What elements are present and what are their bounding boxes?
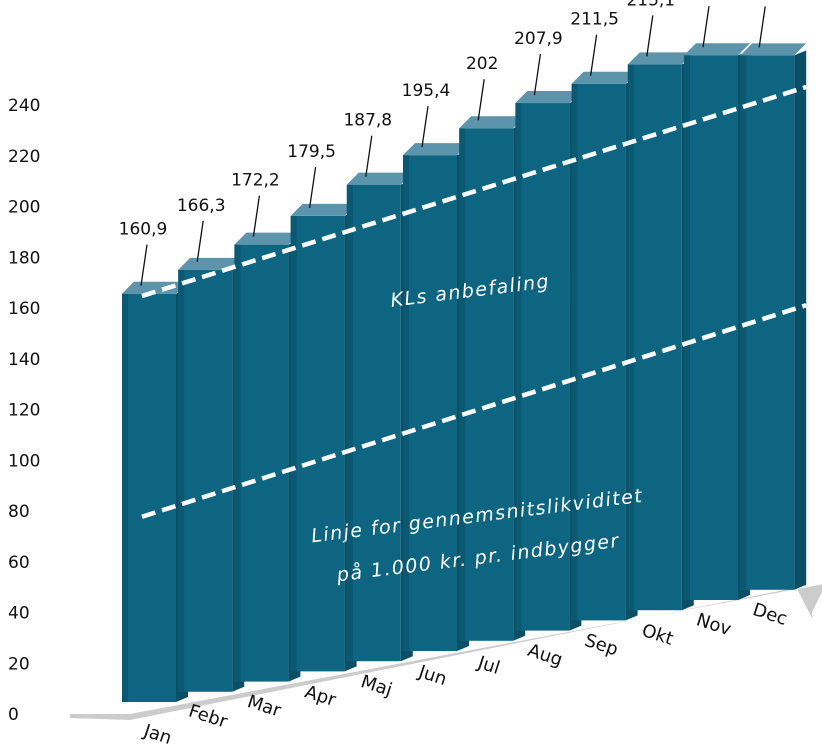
bar-okt — [628, 52, 694, 610]
bar-top-face — [234, 233, 300, 245]
bar-top-face — [684, 43, 750, 55]
bar-edge-shade — [178, 270, 184, 692]
value-label: 211,5 — [570, 10, 619, 30]
y-tick-label: 140 — [8, 350, 40, 370]
value-label: 195,4 — [402, 81, 451, 101]
value-label: 210,6 — [745, 0, 794, 1]
y-tick-label: 200 — [8, 198, 40, 218]
bar-apr — [291, 204, 357, 671]
bar-edge-shade — [684, 55, 690, 600]
bar-top-face — [572, 72, 638, 84]
y-axis: 0 20 40 60 80 100 120 140 160 180 200 220 240 — [8, 96, 40, 725]
value-leader-line — [253, 196, 259, 237]
bar-febr — [178, 258, 244, 692]
value-leader-line — [141, 245, 147, 286]
x-tick-label: Mar — [245, 691, 284, 722]
value-label: 202 — [466, 54, 498, 74]
x-tick-label: Aug — [525, 640, 565, 671]
bar-top-face — [347, 173, 413, 185]
value-leader-line — [647, 15, 653, 56]
value-label: 215,1 — [626, 0, 675, 10]
value-leader-line — [534, 54, 540, 95]
y-tick-label: 100 — [8, 451, 40, 471]
bar-top-face — [628, 52, 694, 64]
value-leader-line — [310, 167, 316, 208]
value-label: 160,9 — [119, 220, 168, 240]
value-label: 207,9 — [514, 29, 563, 49]
value-label: 187,8 — [343, 111, 392, 131]
y-tick-label: 160 — [8, 299, 40, 319]
bar-top-face — [740, 43, 806, 55]
value-leader-line — [197, 221, 203, 262]
y-tick-label: 180 — [8, 248, 40, 268]
y-tick-label: 240 — [8, 96, 40, 116]
value-leader-line — [591, 35, 597, 76]
bar-top-face — [291, 204, 357, 216]
value-leader-line — [759, 6, 765, 47]
bar-maj — [347, 173, 413, 662]
x-tick-label: Maj — [358, 671, 395, 701]
value-label: 166,3 — [177, 196, 226, 216]
bar-mar — [234, 233, 300, 682]
bar-front-face — [234, 245, 288, 682]
value-label: 179,5 — [287, 142, 336, 162]
x-tick-label: Febr — [186, 701, 230, 733]
bar-edge-shade — [234, 245, 240, 682]
x-tick-label: Sep — [582, 630, 621, 660]
value-leader-line — [478, 79, 484, 120]
bar-top-face — [403, 143, 469, 155]
y-tick-label: 220 — [8, 147, 40, 167]
bar-top-face — [515, 91, 581, 103]
y-tick-label: 40 — [8, 604, 30, 624]
bar-front-face — [122, 294, 176, 702]
bar-edge-shade — [347, 185, 353, 662]
value-leader-line — [703, 6, 709, 47]
bars — [122, 43, 806, 702]
y-tick-label: 80 — [8, 502, 30, 522]
bar-jan — [122, 282, 188, 702]
bar-top-face — [459, 116, 525, 128]
value-label: 172,2 — [231, 171, 280, 191]
x-tick-label: Okt — [639, 620, 676, 650]
x-tick-label: Jul — [474, 652, 502, 679]
x-tick-label: Apr — [302, 681, 339, 711]
x-tick-label: Jan — [140, 720, 174, 749]
bar-side-face — [794, 50, 806, 589]
y-tick-label: 120 — [8, 401, 40, 421]
value-leader-line — [366, 136, 372, 177]
bar-edge-shade — [291, 216, 297, 671]
x-tick-label: Jun — [415, 661, 449, 690]
bar-front-face — [628, 64, 682, 610]
value-label: 214,7 — [683, 0, 732, 1]
bar-front-face — [178, 270, 232, 692]
value-leader-line — [422, 106, 428, 147]
y-tick-label: 20 — [8, 654, 30, 674]
bar-nov — [684, 43, 750, 600]
bar-edge-shade — [628, 64, 634, 610]
bar-front-face — [347, 185, 401, 662]
y-tick-label: 0 — [8, 705, 19, 725]
bar-edge-shade — [122, 294, 128, 702]
bar-front-face — [291, 216, 345, 671]
y-tick-label: 60 — [8, 553, 30, 573]
x-tick-label: Dec — [750, 599, 790, 630]
x-tick-label: Nov — [694, 609, 734, 640]
